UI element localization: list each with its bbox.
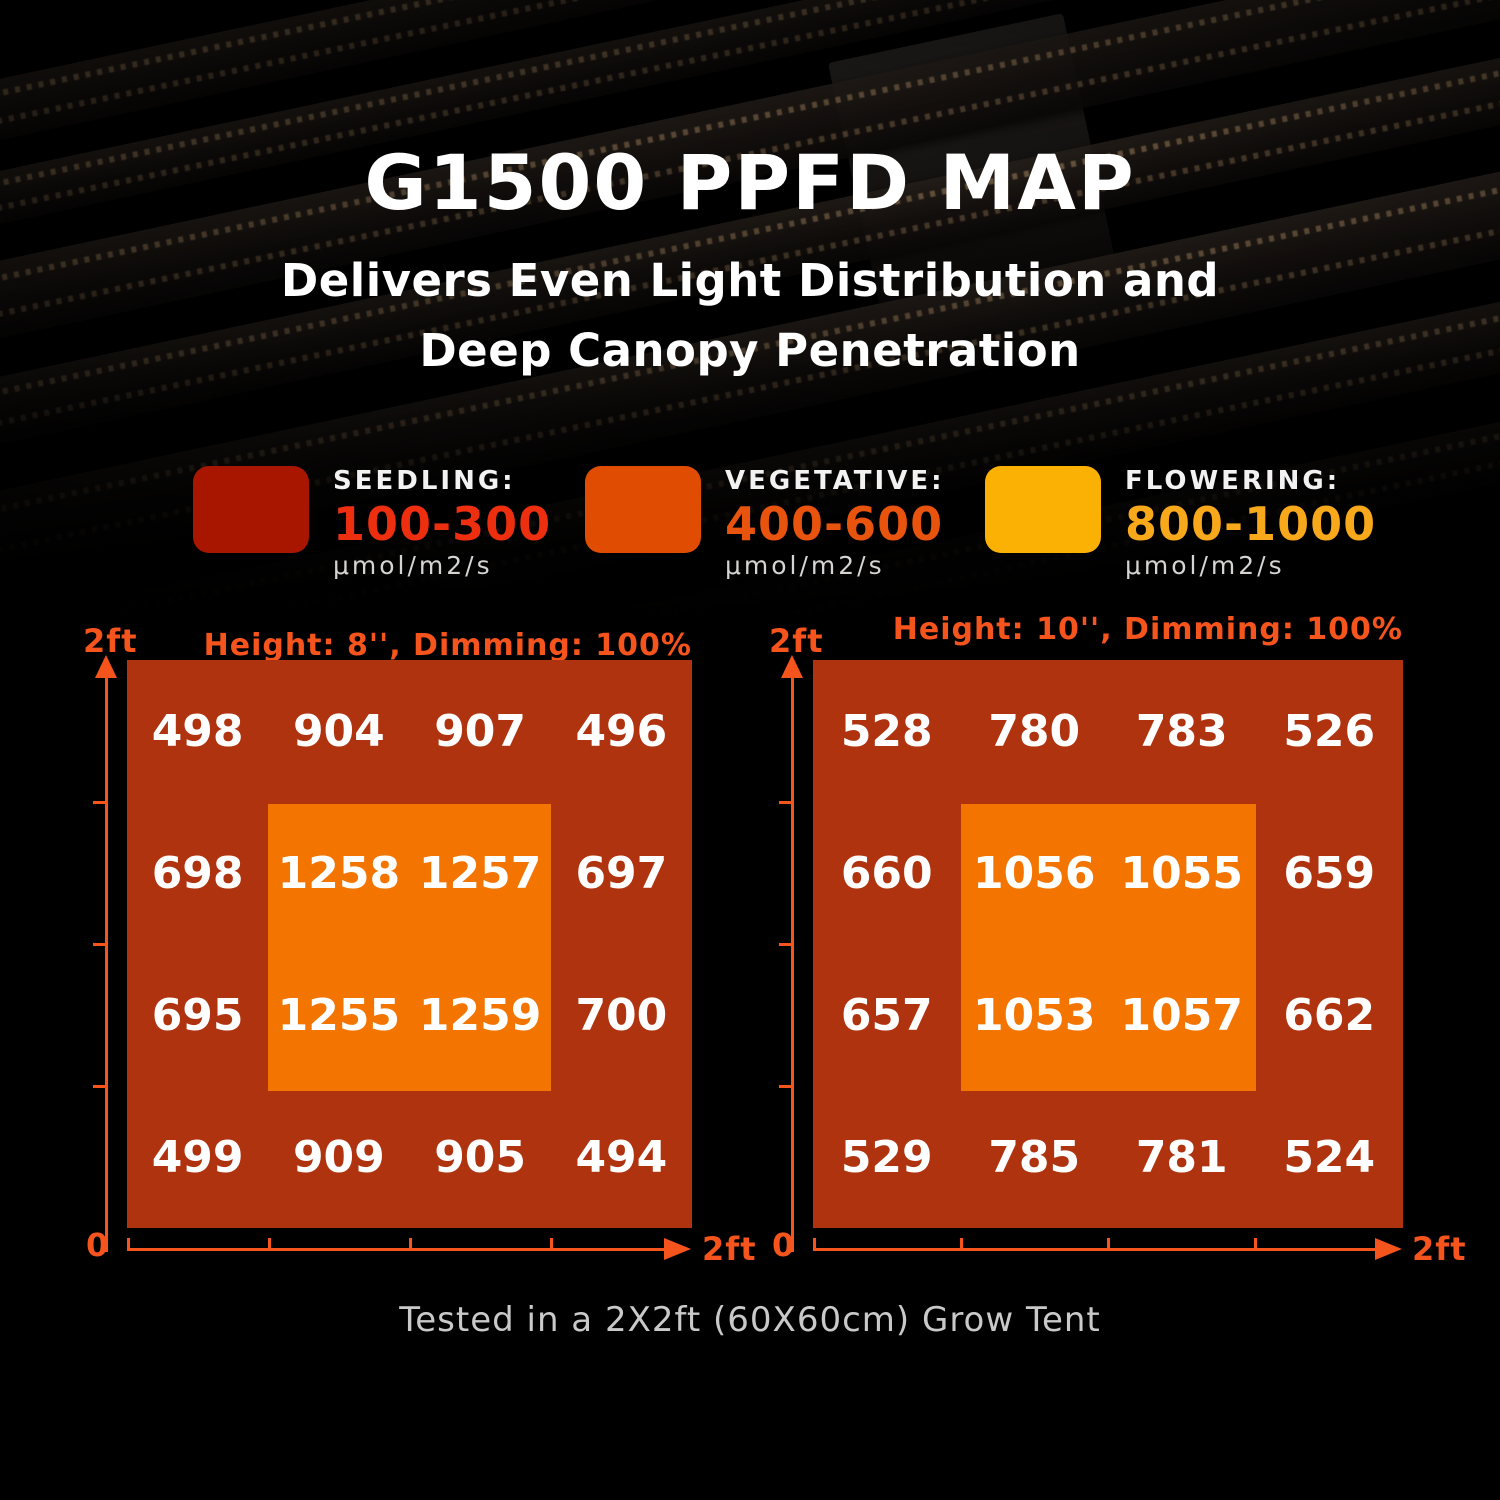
ppfd-value: 785	[988, 1131, 1081, 1183]
ppfd-value: 524	[1283, 1131, 1376, 1183]
ppfd-value: 1057	[1120, 989, 1243, 1041]
legend-range: 100-300	[333, 497, 552, 551]
ppfd-value: 662	[1283, 989, 1376, 1041]
ppfd-value: 783	[1135, 705, 1228, 757]
axis-tick	[813, 1238, 816, 1250]
axis-tick	[93, 1085, 107, 1088]
y-axis	[105, 678, 108, 1252]
ppfd-value: 1055	[1120, 847, 1243, 899]
ppfd-value: 698	[151, 847, 244, 899]
legend-item-seedling: SEEDLING: 100-300 μmol/m2/s	[193, 466, 551, 580]
legend-unit: μmol/m2/s	[1125, 551, 1285, 580]
ppfd-value: 498	[151, 705, 244, 757]
ppfd-value: 529	[840, 1131, 933, 1183]
subtitle-line-1: Delivers Even Light Distribution and	[280, 254, 1220, 307]
axis-tick	[1254, 1238, 1257, 1250]
ppfd-value: 494	[575, 1131, 668, 1183]
y-axis-arrow-icon	[781, 655, 803, 678]
ppfd-value: 1258	[277, 847, 401, 899]
seedling-color-swatch	[193, 466, 309, 553]
axis-tick	[93, 943, 107, 946]
legend-unit: μmol/m2/s	[725, 551, 885, 580]
axis-tick	[779, 1085, 793, 1088]
page-title: G1500 PPFD MAP	[364, 138, 1136, 227]
legend-item-vegetative: VEGETATIVE: 400-600 μmol/m2/s	[585, 466, 945, 580]
ppfd-grid-8in: 498 904 907 496 698 1258 1257 697 695 1255 1259 700…	[127, 660, 692, 1228]
vegetative-color-swatch	[585, 466, 701, 553]
ppfd-value: 781	[1135, 1131, 1228, 1183]
legend-item-flowering: FLOWERING: 800-1000 μmol/m2/s	[985, 466, 1376, 580]
ppfd-value: 909	[292, 1131, 385, 1183]
test-note: Tested in a 2X2ft (60X60cm) Grow Tent	[399, 1300, 1101, 1340]
x-axis-arrow-icon	[664, 1238, 691, 1260]
y-axis-label: 2ft	[769, 622, 824, 660]
ppfd-value: 1255	[277, 989, 401, 1041]
y-axis-label: 2ft	[83, 622, 138, 660]
ppfd-value: 1053	[973, 989, 1096, 1041]
legend-label: SEEDLING:	[333, 466, 516, 496]
ppfd-value: 700	[575, 989, 668, 1041]
origin-label: 0	[86, 1226, 110, 1264]
ppfd-value: 904	[292, 705, 385, 757]
axis-tick	[779, 801, 793, 804]
x-axis	[813, 1248, 1376, 1251]
x-axis	[127, 1248, 665, 1251]
legend-range: 800-1000	[1125, 497, 1377, 551]
axis-tick	[127, 1238, 130, 1250]
axis-tick	[960, 1238, 963, 1250]
legend-text: FLOWERING: 800-1000 μmol/m2/s	[1125, 466, 1376, 580]
ppfd-grid-10in: 528 780 783 526 660 1056 1055 659 657 1053 1057 662…	[813, 660, 1403, 1228]
ppfd-value: 1259	[418, 989, 542, 1041]
ppfd-value: 657	[840, 989, 933, 1041]
chart-title-10in: Height: 10'', Dimming: 100%	[892, 612, 1403, 647]
legend-unit: μmol/m2/s	[333, 551, 493, 580]
axis-tick	[550, 1238, 553, 1250]
origin-label: 0	[772, 1226, 796, 1264]
legend-text: VEGETATIVE: 400-600 μmol/m2/s	[725, 466, 945, 580]
ppfd-value: 697	[575, 847, 668, 899]
axis-tick	[93, 801, 107, 804]
axis-tick	[779, 943, 793, 946]
ppfd-value: 659	[1283, 847, 1376, 899]
flowering-color-swatch	[985, 466, 1101, 553]
ppfd-value: 1257	[418, 847, 542, 899]
x-axis-arrow-icon	[1375, 1238, 1402, 1260]
y-axis-arrow-icon	[95, 655, 117, 678]
ppfd-value: 907	[434, 705, 527, 757]
axis-tick	[1107, 1238, 1110, 1250]
x-axis-label: 2ft	[702, 1230, 757, 1268]
ppfd-value: 905	[434, 1131, 527, 1183]
ppfd-value: 496	[575, 705, 668, 757]
ppfd-value: 1056	[973, 847, 1096, 899]
ppfd-value: 660	[840, 847, 933, 899]
axis-tick	[409, 1238, 412, 1250]
ppfd-value: 780	[988, 705, 1081, 757]
ppfd-value: 528	[840, 705, 933, 757]
chart-title-8in: Height: 8'', Dimming: 100%	[203, 628, 692, 663]
page-subtitle: Delivers Even Light Distribution and Dee…	[0, 246, 1500, 386]
subtitle-line-2: Deep Canopy Penetration	[419, 323, 1081, 377]
legend-text: SEEDLING: 100-300 μmol/m2/s	[333, 466, 551, 580]
ppfd-value: 499	[151, 1131, 244, 1183]
ppfd-value: 526	[1283, 705, 1376, 757]
legend-range: 400-600	[725, 497, 944, 551]
legend-label: VEGETATIVE:	[725, 466, 945, 496]
legend-label: FLOWERING:	[1125, 466, 1341, 496]
y-axis	[791, 678, 794, 1252]
center-zone	[960, 803, 1256, 1092]
axis-tick	[268, 1238, 271, 1250]
ppfd-value: 695	[151, 989, 244, 1041]
x-axis-label: 2ft	[1412, 1230, 1467, 1268]
center-zone	[268, 803, 551, 1092]
